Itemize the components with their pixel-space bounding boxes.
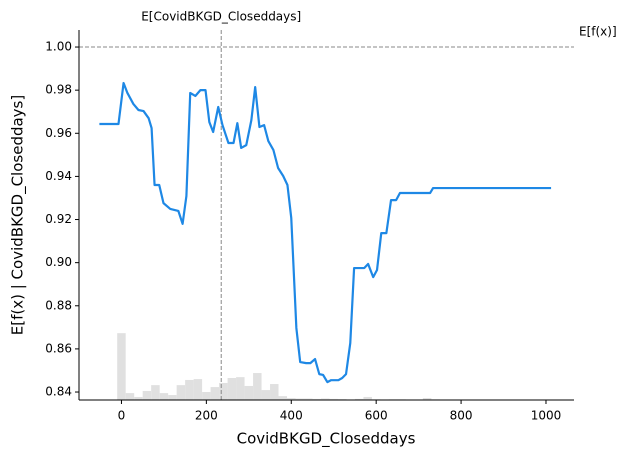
histogram-bar xyxy=(253,373,262,400)
histogram-bar xyxy=(304,398,313,400)
histogram-bar xyxy=(159,393,169,400)
histogram-bar xyxy=(278,396,288,400)
x-tick-label: 800 xyxy=(450,409,473,423)
y-tick-label: 0.96 xyxy=(45,126,72,140)
histogram-bar xyxy=(422,398,432,400)
histogram-bar xyxy=(193,379,203,400)
histogram-bar xyxy=(134,396,143,400)
expected-x-label: E[CovidBKGD_Closeddays] xyxy=(141,10,301,24)
x-tick-label: 1000 xyxy=(531,409,562,423)
histogram-bar xyxy=(312,398,321,400)
y-tick-label: 0.86 xyxy=(45,341,72,355)
y-axis-label: E[f(x) | CovidBKGD_Closeddays] xyxy=(9,95,28,335)
line-series xyxy=(99,81,552,384)
histogram-bar xyxy=(363,396,372,400)
histogram-bar xyxy=(117,333,126,400)
x-tick-label: 200 xyxy=(195,409,218,423)
histogram-bar xyxy=(176,385,186,400)
histogram-bar xyxy=(270,384,279,400)
histogram-bar xyxy=(320,398,330,400)
histogram-bar xyxy=(219,382,228,400)
expected-y-label: E[f(x)] xyxy=(579,25,617,39)
histogram-bar xyxy=(151,385,160,400)
histogram-bar xyxy=(261,390,271,400)
histogram-bar xyxy=(244,385,254,400)
histogram-bar xyxy=(185,379,194,400)
histogram-bar xyxy=(354,398,364,400)
x-axis-label: CovidBKGD_Closeddays xyxy=(237,430,416,449)
y-tick-label: 1.00 xyxy=(45,40,72,54)
histogram-bar xyxy=(210,387,220,400)
y-tick-label: 0.92 xyxy=(45,212,72,226)
histogram-bar xyxy=(287,398,296,400)
histogram-bar xyxy=(202,392,211,400)
y-tick-label: 0.88 xyxy=(45,298,72,312)
histogram-bar xyxy=(142,390,152,400)
histogram-bar xyxy=(295,398,304,400)
y-tick-label: 0.98 xyxy=(45,83,72,97)
histogram-bar xyxy=(227,378,237,400)
x-tick-label: 400 xyxy=(280,409,303,423)
y-tick-label: 0.94 xyxy=(45,169,72,183)
x-tick-label: 600 xyxy=(365,409,388,423)
histogram-bar xyxy=(168,395,177,400)
y-tick-label: 0.90 xyxy=(45,255,72,269)
histogram-bar xyxy=(236,377,245,400)
histogram-bar xyxy=(125,393,135,400)
histogram-bar xyxy=(329,398,338,400)
x-tick-label: 0 xyxy=(118,409,126,423)
y-tick-label: 0.84 xyxy=(45,385,72,399)
